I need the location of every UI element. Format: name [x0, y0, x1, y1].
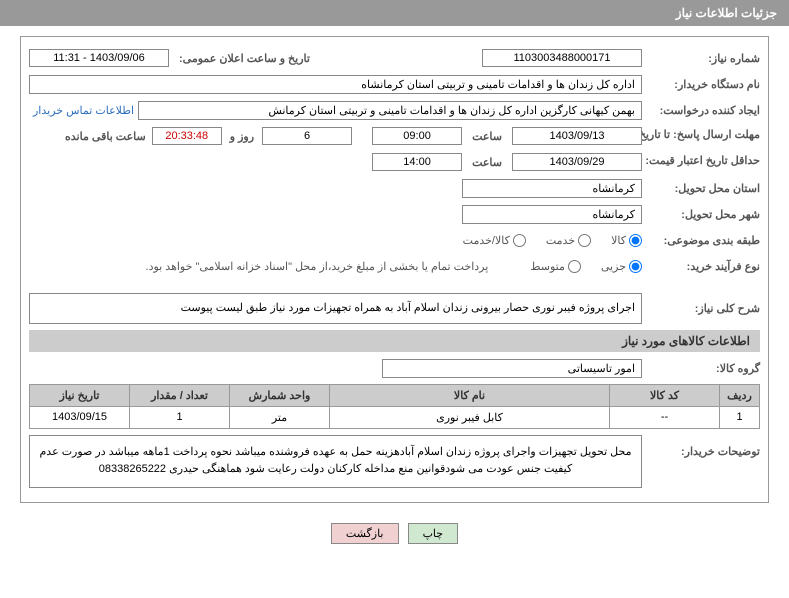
radio-both[interactable]: کالا/خدمت	[463, 234, 526, 247]
td-date: 1403/09/15	[30, 406, 130, 428]
main-panel: شماره نیاز: 1103003488000171 تاریخ و ساع…	[20, 36, 769, 503]
radio-service-label: خدمت	[546, 234, 575, 247]
th-qty: تعداد / مقدار	[130, 384, 230, 406]
button-row: چاپ بازگشت	[0, 513, 789, 554]
buyer-contact-link[interactable]: اطلاعات تماس خریدار	[29, 104, 138, 117]
requester-value: بهمن کیهانی کارگزین اداره کل زندان ها و …	[138, 101, 642, 120]
hour-label-1: ساعت	[462, 130, 512, 143]
province-label: استان محل تحویل:	[642, 182, 760, 195]
goods-group-value: امور تاسیساتی	[382, 359, 642, 378]
days-left-value: 6	[262, 127, 352, 145]
radio-both-input[interactable]	[513, 234, 526, 247]
category-radio-group: کالا خدمت کالا/خدمت	[449, 234, 642, 247]
need-number-label: شماره نیاز:	[642, 52, 760, 65]
validity-time-value: 14:00	[372, 153, 462, 171]
td-row: 1	[720, 406, 760, 428]
buyer-org-label: نام دستگاه خریدار:	[642, 78, 760, 91]
validity-label: حداقل تاریخ اعتبار قیمت: تا تاریخ:	[642, 155, 760, 168]
deadline-label: مهلت ارسال پاسخ: تا تاریخ:	[642, 129, 760, 142]
buyer-notes-label: توضیحات خریدار:	[648, 435, 760, 458]
goods-group-label: گروه کالا:	[642, 362, 760, 375]
td-name: کابل فیبر نوری	[330, 406, 610, 428]
city-value: کرمانشاه	[462, 205, 642, 224]
days-and-label: روز و	[222, 130, 262, 143]
need-desc-label: شرح کلی نیاز:	[642, 302, 760, 315]
requester-label: ایجاد کننده درخواست:	[642, 104, 760, 117]
radio-service[interactable]: خدمت	[546, 234, 591, 247]
page-header: جزئیات اطلاعات نیاز	[0, 0, 789, 26]
td-qty: 1	[130, 406, 230, 428]
time-left-label: ساعت باقی مانده	[61, 130, 152, 143]
category-label: طبقه بندی موضوعی:	[642, 234, 760, 247]
goods-info-title: اطلاعات کالاهای مورد نیاز	[29, 330, 760, 352]
radio-medium[interactable]: متوسط	[530, 260, 581, 273]
radio-goods-label: کالا	[611, 234, 626, 247]
deadline-date-value: 1403/09/13	[512, 127, 642, 145]
countdown-value: 20:33:48	[152, 127, 222, 145]
td-unit: متر	[230, 406, 330, 428]
radio-partial[interactable]: جزیی	[601, 260, 642, 273]
radio-medium-input[interactable]	[568, 260, 581, 273]
radio-partial-input[interactable]	[629, 260, 642, 273]
table-header-row: ردیف کد کالا نام کالا واحد شمارش تعداد /…	[30, 384, 760, 406]
hour-label-2: ساعت	[462, 156, 512, 169]
radio-medium-label: متوسط	[530, 260, 565, 273]
th-name: نام کالا	[330, 384, 610, 406]
radio-partial-label: جزیی	[601, 260, 626, 273]
radio-both-label: کالا/خدمت	[463, 234, 510, 247]
back-button[interactable]: بازگشت	[331, 523, 399, 544]
th-row: ردیف	[720, 384, 760, 406]
validity-date-value: 1403/09/29	[512, 153, 642, 171]
process-radio-group: جزیی متوسط	[516, 260, 642, 273]
th-date: تاریخ نیاز	[30, 384, 130, 406]
need-desc-value: اجرای پروژه فیبر نوری حصار بیرونی زندان …	[29, 293, 642, 324]
print-button[interactable]: چاپ	[408, 523, 459, 544]
province-value: کرمانشاه	[462, 179, 642, 198]
need-number-value: 1103003488000171	[482, 49, 642, 67]
buyer-org-value: اداره کل زندان ها و اقدامات تامینی و ترب…	[29, 75, 642, 94]
goods-table: ردیف کد کالا نام کالا واحد شمارش تعداد /…	[29, 384, 760, 429]
buyer-notes-value: محل تحویل تجهیزات واجرای پروژه زندان اسل…	[29, 435, 642, 488]
payment-note: پرداخت تمام یا بخشی از مبلغ خرید،از محل …	[138, 256, 497, 277]
th-unit: واحد شمارش	[230, 384, 330, 406]
radio-goods-input[interactable]	[629, 234, 642, 247]
th-code: کد کالا	[610, 384, 720, 406]
table-row: 1 -- کابل فیبر نوری متر 1 1403/09/15	[30, 406, 760, 428]
radio-goods[interactable]: کالا	[611, 234, 642, 247]
deadline-time-value: 09:00	[372, 127, 462, 145]
radio-service-input[interactable]	[578, 234, 591, 247]
city-label: شهر محل تحویل:	[642, 208, 760, 221]
process-label: نوع فرآیند خرید:	[642, 260, 760, 273]
announce-date-label: تاریخ و ساعت اعلان عمومی:	[175, 52, 310, 65]
td-code: --	[610, 406, 720, 428]
announce-date-value: 1403/09/06 - 11:31	[29, 49, 169, 67]
